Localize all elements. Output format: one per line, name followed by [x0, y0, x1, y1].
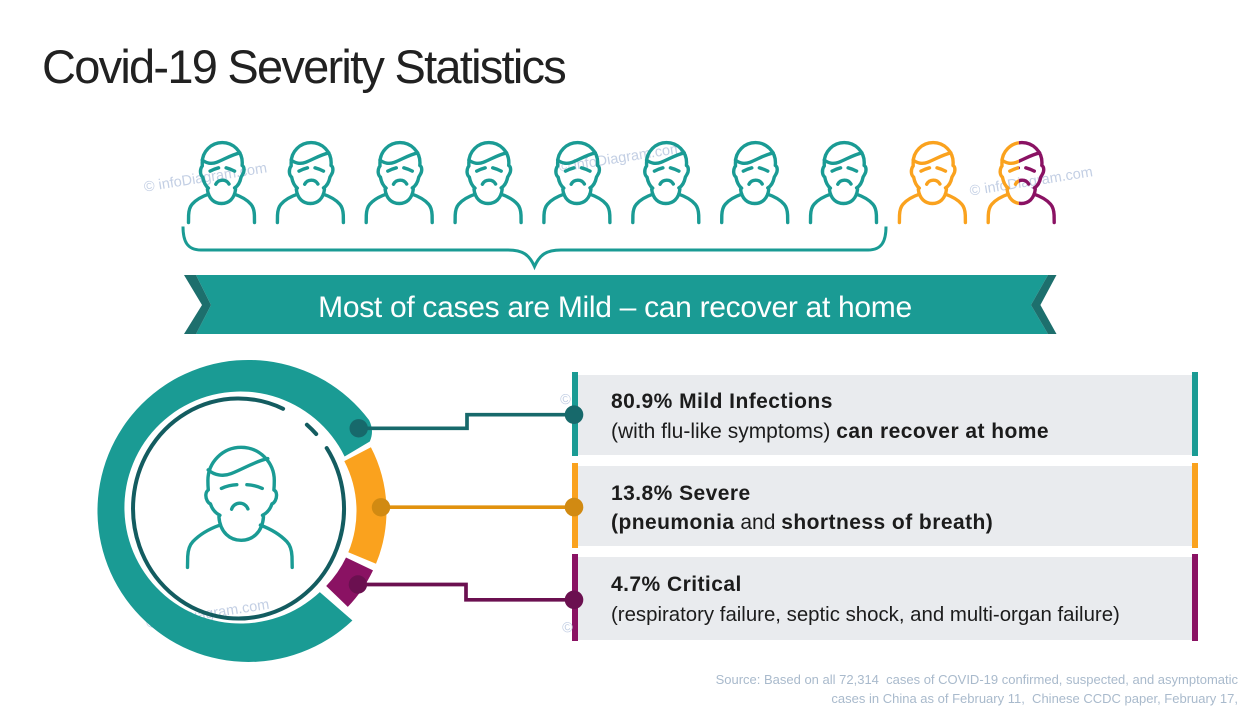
svg-text:©: © [561, 619, 574, 637]
svg-text:© infoDiagram.com: © infoDiagram.com [558, 141, 683, 176]
svg-text:© infoDiagram.com: © infoDiagram.com [143, 160, 268, 195]
svg-text:©: © [559, 391, 572, 409]
